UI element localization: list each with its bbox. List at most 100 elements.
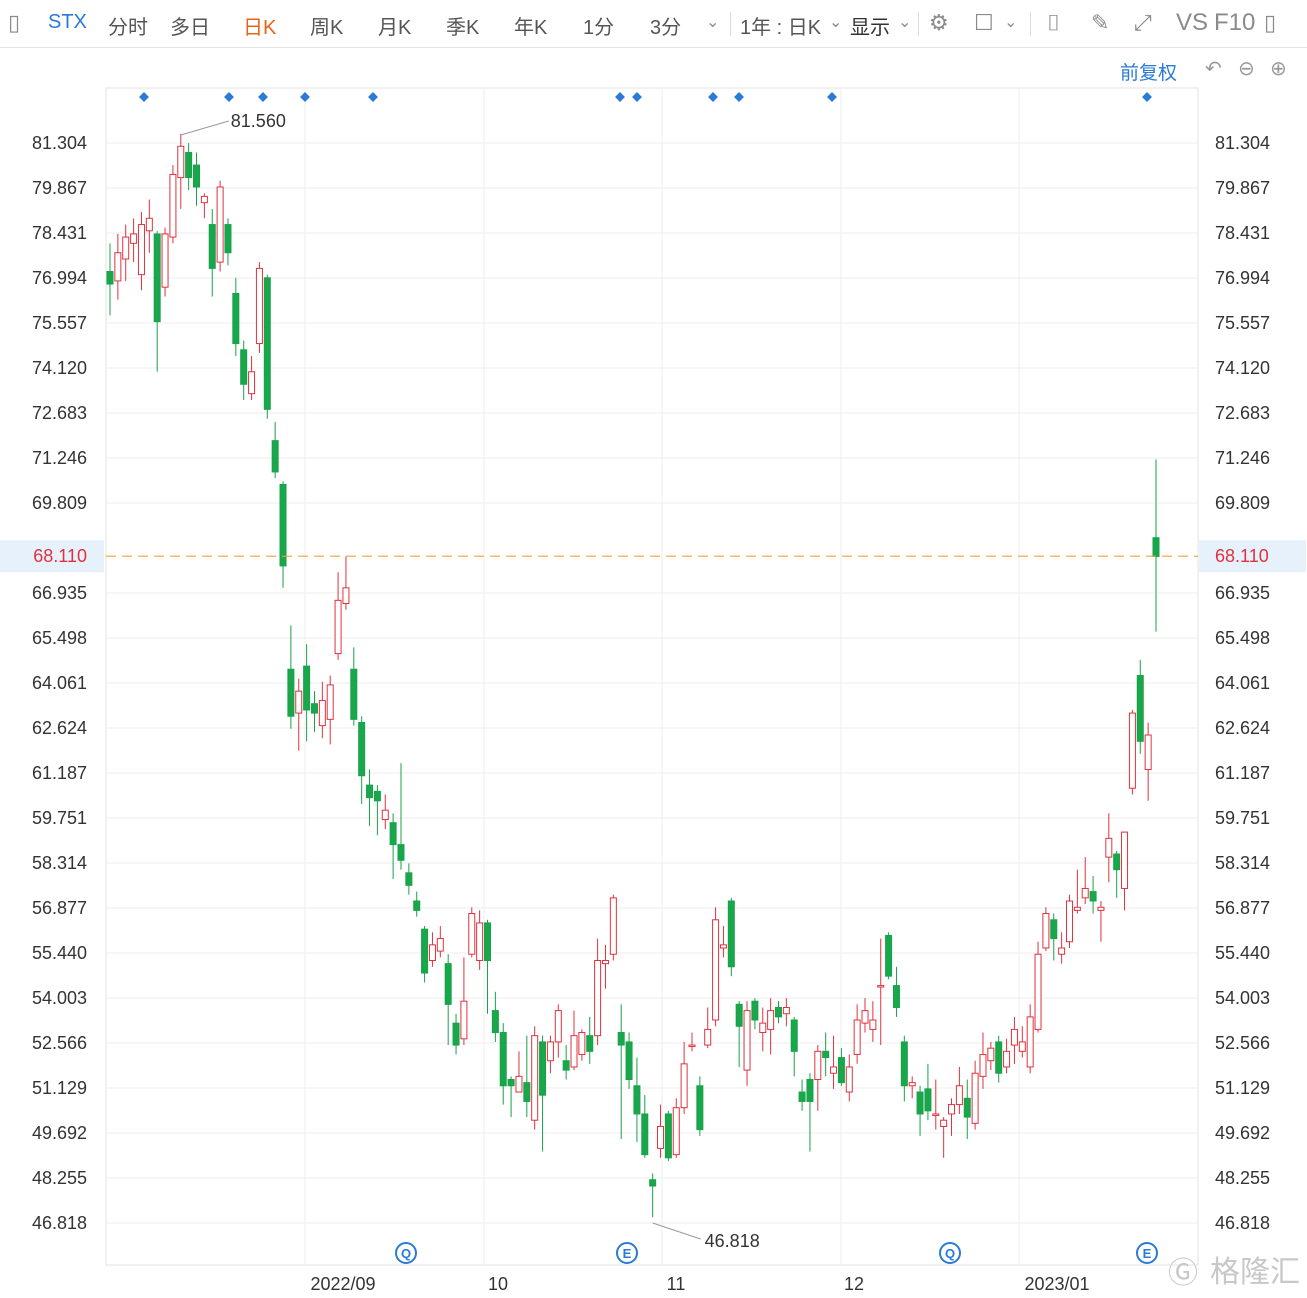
candle-body — [303, 665, 311, 711]
period-tab-weekly[interactable]: 周K — [310, 17, 344, 39]
y-tick-label-left: 62.624 — [32, 718, 87, 738]
period-tab-monthly[interactable]: 月K — [378, 17, 412, 39]
candle-body — [1113, 853, 1121, 871]
candle — [413, 891, 421, 917]
fullscreen-icon[interactable]: ⤢ — [1134, 10, 1152, 35]
y-tick-label-left: 78.431 — [32, 223, 87, 243]
candle-body — [822, 1050, 830, 1059]
camera-icon[interactable]: ⌷ — [1047, 10, 1061, 35]
candle-body — [712, 919, 720, 1021]
event-diamond-marker — [615, 92, 625, 102]
candle — [114, 233, 122, 300]
adjust-price-button[interactable]: 前复权 — [1120, 63, 1178, 84]
candle-body — [122, 236, 130, 260]
candle — [774, 1001, 782, 1024]
zoom-out-icon[interactable]: ⊖ — [1238, 58, 1255, 80]
candle — [515, 1051, 523, 1093]
period-tab-quarterly[interactable]: 季K — [446, 17, 480, 39]
pencil-icon[interactable]: ✎ — [1091, 10, 1110, 35]
f10-button[interactable]: F10 — [1214, 9, 1256, 36]
candle — [287, 625, 295, 729]
event-diamond-marker — [300, 92, 310, 102]
candle — [161, 227, 169, 297]
chart-grid — [105, 87, 1199, 1266]
candle-body — [578, 1032, 586, 1055]
candle-body — [428, 944, 436, 962]
candle-body — [948, 1104, 956, 1115]
candle-body — [971, 1072, 979, 1124]
candle — [499, 1023, 507, 1105]
candle — [586, 1016, 594, 1064]
y-tick-label-left: 54.003 — [32, 988, 87, 1008]
candle — [169, 165, 177, 244]
y-tick-label-right: 66.935 — [1215, 583, 1270, 603]
candle — [743, 1001, 751, 1086]
panel-icon[interactable]: ▯ — [1264, 10, 1277, 35]
candle — [664, 1110, 672, 1161]
candle-body — [696, 1085, 704, 1131]
current-price-label-left: 68.110 — [33, 546, 87, 566]
candle — [240, 340, 248, 400]
event-diamond-marker — [708, 92, 718, 102]
candle-body — [405, 872, 413, 886]
gear-icon[interactable]: ⚙ — [929, 10, 949, 35]
chevron-down-icon[interactable]: ⌄ — [898, 14, 912, 31]
candle-body — [562, 1060, 570, 1071]
y-tick-label-left: 64.061 — [32, 673, 87, 693]
event-badge: E — [1136, 1242, 1158, 1264]
chevron-down-icon[interactable]: ⌄ — [1004, 14, 1018, 31]
y-tick-label-right: 75.557 — [1215, 313, 1270, 333]
candle-body — [767, 1010, 775, 1030]
period-tab-yearly[interactable]: 年K — [514, 17, 548, 39]
candle-body — [664, 1113, 672, 1159]
candle — [562, 1045, 570, 1080]
period-tab-timeshare[interactable]: 分时 — [108, 17, 148, 39]
candle-body — [853, 1019, 861, 1055]
candle — [908, 1076, 916, 1099]
period-tab-multiday[interactable]: 多日 — [170, 17, 210, 39]
event-badge-label: E — [1143, 1246, 1152, 1261]
undo-icon[interactable]: ↶ — [1205, 58, 1222, 80]
zoom-in-icon[interactable]: ⊕ — [1270, 58, 1287, 80]
candle-body — [1144, 734, 1152, 770]
y-tick-label-left: 79.867 — [32, 178, 87, 198]
chevron-down-icon[interactable]: ⌄ — [706, 14, 720, 31]
y-tick-label-left: 51.129 — [32, 1078, 87, 1098]
chevron-down-icon[interactable]: ⌄ — [829, 14, 843, 31]
candle — [358, 716, 366, 804]
plot-frame — [105, 87, 1199, 1266]
candle-body — [1042, 913, 1050, 949]
sidebar-toggle-icon[interactable]: ▯ — [8, 10, 21, 35]
candle-body — [995, 1041, 1003, 1074]
candle — [979, 1032, 987, 1089]
candle-body — [798, 1091, 806, 1102]
candle-body — [633, 1085, 641, 1115]
y-tick-label-left: 56.877 — [32, 898, 87, 918]
candle — [1136, 659, 1144, 754]
event-badge-label: Q — [401, 1246, 411, 1261]
y-tick-label-right: 74.120 — [1215, 358, 1270, 378]
candle — [995, 1035, 1003, 1083]
candle-body — [806, 1079, 814, 1102]
candle — [436, 926, 444, 958]
y-tick-label-right: 79.867 — [1215, 178, 1270, 198]
range-select[interactable]: 1年 : 日K — [740, 17, 822, 39]
period-tab-daily[interactable]: 日K — [243, 17, 277, 39]
candle — [224, 218, 232, 266]
vs-button[interactable]: VS — [1176, 9, 1209, 36]
toolbar-divider — [918, 12, 919, 36]
candle-body — [436, 938, 444, 952]
candle-body — [1121, 831, 1129, 889]
period-tab-1min[interactable]: 1分 — [583, 17, 615, 39]
candle-body — [1152, 537, 1160, 558]
square-icon[interactable]: ☐ — [974, 10, 994, 35]
candle — [232, 277, 240, 357]
display-menu[interactable]: 显示 — [850, 17, 890, 39]
candle-body — [271, 440, 279, 473]
candle — [633, 1057, 641, 1143]
candle-body — [774, 1006, 782, 1018]
symbol-label[interactable]: STX — [48, 11, 87, 33]
period-tab-3min[interactable]: 3分 — [650, 17, 682, 39]
y-tick-label-left: 69.809 — [32, 493, 87, 513]
